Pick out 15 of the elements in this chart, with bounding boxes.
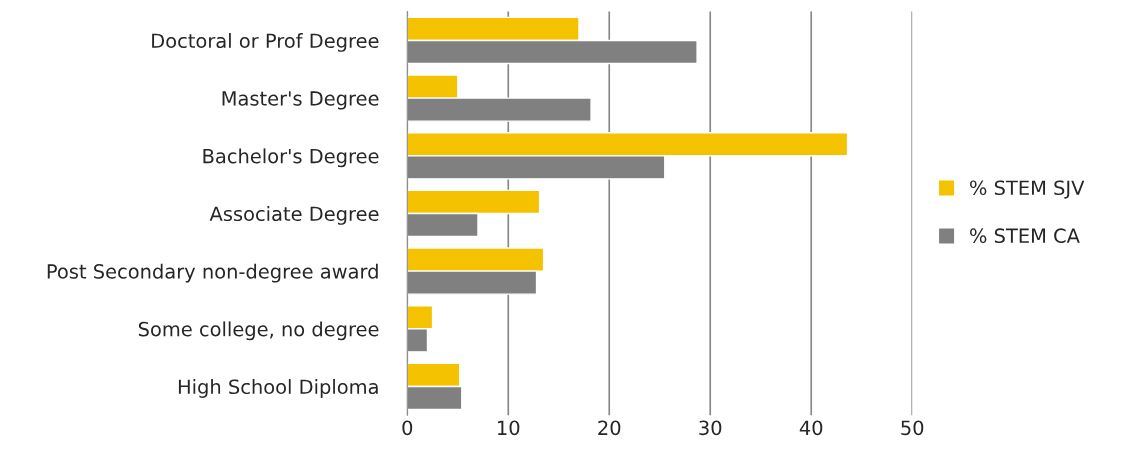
y-tick-label: Post Secondary non-degree award (47, 263, 378, 283)
y-tick-label: Bachelor's Degree (203, 148, 379, 168)
y-tick-label: Some college, no degree (138, 321, 379, 341)
x-tick-label: 10 (498, 420, 520, 436)
legend-label: % STEM SJV (970, 180, 1085, 199)
y-tick-label: High School Diploma (178, 379, 378, 398)
x-tick-label: 50 (901, 420, 924, 436)
y-tick-label: Master's Degree (222, 91, 379, 110)
x-tick-label: 0 (402, 420, 413, 436)
y-tick-label: Associate Degree (209, 206, 379, 225)
legend-label: % STEM CA (970, 228, 1080, 244)
x-tick-label: 30 (699, 420, 722, 436)
x-tick-label: 40 (799, 420, 823, 436)
y-tick-label: Doctoral or Prof Degree (152, 33, 379, 52)
x-tick-label: 20 (598, 420, 621, 436)
